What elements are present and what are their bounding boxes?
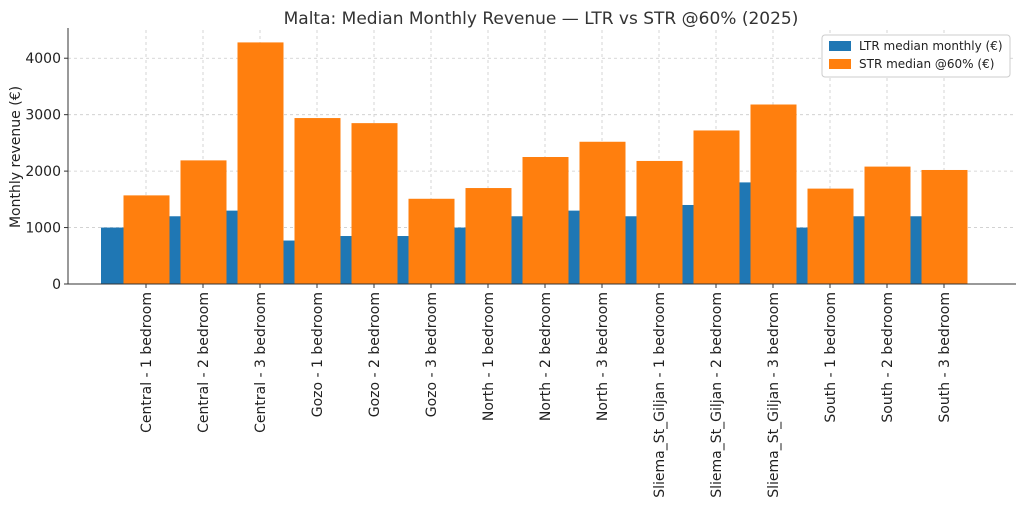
x-tick-labels: Central - 1 bedroom Central - 2 bedroom Ce… xyxy=(139,284,953,498)
x-tick-label: Sliema_St_Giljan - 3 bedroom xyxy=(766,292,782,498)
bar-str xyxy=(465,188,512,284)
x-tick-label: Central - 1 bedroom xyxy=(139,292,155,433)
bar-str xyxy=(807,188,854,284)
bars xyxy=(101,42,968,284)
axes xyxy=(67,28,1016,285)
bar-str xyxy=(636,160,683,284)
bar-str xyxy=(750,104,797,284)
y-axis-label: Monthly revenue (€) xyxy=(8,86,24,228)
x-tick-label: South - 3 bedroom xyxy=(937,292,953,423)
x-tick-label: North - 1 bedroom xyxy=(481,292,497,421)
bar-str xyxy=(294,118,341,284)
x-tick-label: Gozo - 3 bedroom xyxy=(424,292,440,417)
bar-str xyxy=(180,160,227,284)
x-tick-label: North - 3 bedroom xyxy=(595,292,611,421)
bar-str xyxy=(351,123,398,284)
y-tick-label: 4000 xyxy=(25,51,61,67)
bar-str xyxy=(123,195,170,284)
y-tick-label: 3000 xyxy=(25,108,61,124)
legend-box xyxy=(821,34,1011,78)
y-tick-labels: 0 1000 2000 3000 4000 xyxy=(25,51,68,293)
legend-label-ltr: LTR median monthly (€) xyxy=(859,39,1003,53)
x-tick-label: Sliema_St_Giljan - 1 bedroom xyxy=(652,292,668,498)
x-tick-label: Central - 2 bedroom xyxy=(196,292,212,433)
x-tick-label: Sliema_St_Giljan - 2 bedroom xyxy=(709,292,725,498)
bar-str xyxy=(237,42,284,284)
bar-str xyxy=(579,141,626,284)
x-tick-label: Gozo - 2 bedroom xyxy=(367,292,383,417)
x-tick-label: North - 2 bedroom xyxy=(538,292,554,421)
x-tick-label: South - 1 bedroom xyxy=(823,292,839,423)
legend-swatch-ltr xyxy=(829,41,851,51)
legend-label-str: STR median @60% (€) xyxy=(859,57,994,71)
y-tick-label: 2000 xyxy=(25,164,61,180)
x-tick-label: Central - 3 bedroom xyxy=(253,292,269,433)
x-tick-label: South - 2 bedroom xyxy=(880,292,896,423)
bar-str xyxy=(522,157,569,284)
y-tick-label: 1000 xyxy=(25,221,61,237)
legend-swatch-str xyxy=(829,59,851,69)
bar-str xyxy=(693,130,740,284)
y-tick-label: 0 xyxy=(52,277,61,293)
chart-title: Malta: Median Monthly Revenue — LTR vs S… xyxy=(284,9,799,29)
bar-str xyxy=(864,166,911,284)
legend: LTR median monthly (€) STR median @60% (… xyxy=(821,34,1011,78)
bar-str xyxy=(408,198,455,284)
bar-str xyxy=(921,169,968,284)
x-tick-label: Gozo - 1 bedroom xyxy=(310,292,326,417)
